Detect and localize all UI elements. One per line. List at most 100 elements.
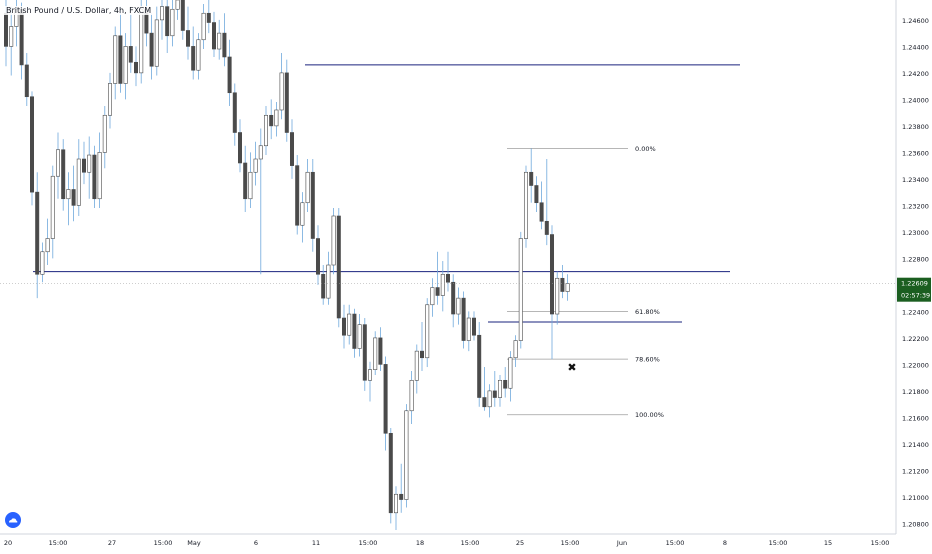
- candle: [108, 72, 113, 129]
- candle-body: [492, 390, 497, 398]
- candle-body: [175, 0, 180, 10]
- candle-body: [61, 149, 66, 200]
- candle-body: [201, 12, 206, 41]
- candle-body: [518, 238, 523, 341]
- time-axis[interactable]: 20 15:00 27 15:00 May 6 11 15:00 18 15:00 25 15:00 J…: [0, 533, 896, 547]
- candle-body: [435, 287, 440, 296]
- candle-body: [108, 83, 113, 116]
- candle: [269, 99, 274, 140]
- candle: [440, 261, 445, 312]
- candle: [539, 181, 544, 230]
- tradingview-logo-icon[interactable]: [5, 512, 21, 528]
- candle: [113, 26, 118, 100]
- candle-body: [555, 277, 560, 315]
- candle: [419, 321, 424, 372]
- candle: [399, 463, 404, 513]
- candle-body: [118, 35, 123, 84]
- time-tick-label: 15:00: [359, 539, 378, 547]
- candle-body: [274, 109, 279, 127]
- candle: [295, 155, 300, 235]
- candle: [180, 0, 185, 40]
- price-tick-label: 1.22200: [902, 335, 929, 343]
- candle-body: [222, 32, 227, 58]
- price-tick-label: 1.22800: [902, 255, 929, 263]
- time-tick-label: 27: [108, 539, 116, 547]
- candle: [477, 321, 482, 407]
- chart-title: British Pound / U.S. Dollar, 4h, FXCM: [4, 6, 154, 15]
- candle: [326, 251, 331, 305]
- candle-body: [258, 145, 263, 160]
- candle-body: [102, 114, 107, 153]
- candle: [549, 225, 554, 360]
- candle-body: [76, 158, 81, 206]
- candle: [165, 0, 170, 54]
- candle: [29, 91, 34, 206]
- candle-body: [445, 273, 450, 283]
- candle-body: [357, 324, 362, 349]
- candle-body: [399, 493, 404, 500]
- price-tick-label: 1.23600: [902, 149, 929, 157]
- time-tick-label: May: [187, 539, 201, 547]
- candle-body: [123, 46, 128, 84]
- candle-body: [414, 350, 419, 381]
- candle: [367, 361, 372, 402]
- price-axis[interactable]: 1.24600 1.24400 1.24200 1.24000 1.23800 1.236…: [0, 0, 931, 534]
- candle-body: [310, 171, 315, 239]
- candle-body: [29, 96, 34, 193]
- candle: [279, 53, 284, 120]
- time-tick-label: 15:00: [666, 539, 685, 547]
- time-tick-label: 15:00: [461, 539, 480, 547]
- time-tick-label: 8: [723, 539, 727, 547]
- candle-body: [451, 281, 456, 315]
- time-tick-label: 15:00: [561, 539, 580, 547]
- candle: [186, 6, 191, 60]
- fib-level-label: 100.00%: [635, 411, 664, 419]
- price-tick-label: 1.24200: [902, 70, 929, 78]
- candle-body: [508, 357, 513, 389]
- candle-body: [523, 171, 528, 239]
- candle: [263, 106, 268, 156]
- candle-body: [477, 334, 482, 398]
- candle: [102, 106, 107, 169]
- candle: [487, 384, 492, 418]
- candle-body: [134, 61, 139, 74]
- price-tick-label: 1.24000: [902, 96, 929, 104]
- candle-body: [196, 39, 201, 71]
- candle-body: [430, 287, 435, 306]
- candle-body: [367, 369, 372, 381]
- candle-body: [305, 171, 310, 204]
- candle: [87, 136, 92, 199]
- candle-body: [482, 397, 487, 408]
- candle: [76, 139, 81, 216]
- price-tick-label: 1.21800: [902, 388, 929, 396]
- candle-body: [40, 251, 45, 275]
- cloud-icon: [9, 518, 18, 523]
- candle: [175, 0, 180, 20]
- candle-body: [139, 8, 144, 74]
- candle-body: [238, 132, 243, 164]
- candle-body: [71, 189, 76, 206]
- candle-body: [513, 340, 518, 359]
- candle: [565, 274, 570, 301]
- candle: [206, 0, 211, 34]
- candle: [284, 59, 289, 142]
- candle: [362, 318, 367, 391]
- candle: [492, 371, 497, 407]
- price-tick-label: 1.21600: [902, 414, 929, 422]
- candle-body: [466, 317, 471, 341]
- candle-body: [186, 30, 191, 47]
- candle: [45, 218, 50, 266]
- candle-body: [544, 220, 549, 235]
- candle: [513, 335, 518, 368]
- candle-body: [440, 273, 445, 296]
- candle-body: [295, 165, 300, 226]
- price-tick-label: 1.23400: [902, 176, 929, 184]
- candle-body: [165, 6, 170, 37]
- price-tick-label: 1.23000: [902, 229, 929, 237]
- last-price-badge: [897, 277, 931, 302]
- candle-body: [82, 158, 87, 173]
- candle-body: [19, 8, 24, 66]
- candle: [523, 165, 528, 248]
